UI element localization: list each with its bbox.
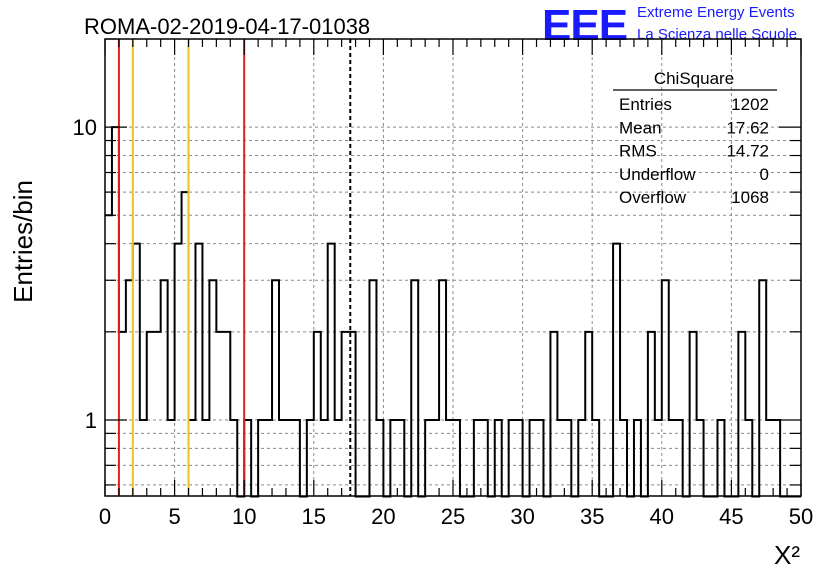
tick-marks [104,38,802,496]
stats-value: 1068 [731,188,769,207]
grid [105,38,801,496]
stats-value: 17.62 [726,118,769,137]
hist-bin [369,280,376,496]
hist-bin [439,280,446,496]
hist-bin [328,244,335,496]
hist-bin [209,280,216,496]
x-tick-labels: 0 5 10 15 20 25 30 35 40 45 50 [99,504,813,529]
hist-bin [105,215,112,496]
eee-logo-line1: Extreme Energy Events [637,4,795,21]
hist-bin [759,280,766,496]
hist-bin [272,280,279,496]
hist-bin [550,332,557,496]
chart-title: ROMA-02-2019-04-17-01038 [84,14,370,39]
y-tick-label: 10 [73,115,97,140]
hist-bin [585,332,592,496]
x-tick-label: 10 [232,504,256,529]
stats-label: Underflow [619,165,696,184]
stats-label: Entries [619,95,672,114]
hist-bin [119,332,126,496]
eee-logo-mark: EEE [542,1,627,50]
hist-bin [662,280,669,496]
hist-bin [216,332,223,496]
y-axis-label: Entries/bin [8,180,38,303]
hist-bin [738,332,745,496]
hist-bin [342,332,349,496]
y-tick-label: 1 [85,408,97,433]
hist-bin [161,280,168,496]
stats-value: 1202 [731,95,769,114]
hist-bin [133,244,140,496]
hist-bin [314,332,321,496]
hist-bin [648,332,655,496]
histogram-outline [105,126,801,498]
hist-bin [195,244,202,496]
x-tick-label: 25 [441,504,465,529]
x-tick-label: 40 [650,504,674,529]
stats-box: ChiSquare Entries 1202 Mean 17.62 RMS 14.72 Un… [613,69,777,207]
hist-bin [690,332,697,496]
x-tick-label: 15 [302,504,326,529]
hist-bin [175,244,182,496]
x-tick-label: 35 [580,504,604,529]
x-tick-label: 30 [510,504,534,529]
stats-title: ChiSquare [654,69,734,88]
x-tick-label: 50 [789,504,813,529]
x-tick-label: 0 [99,504,111,529]
x-tick-label: 5 [168,504,180,529]
hist-bin [126,280,133,496]
stats-label: RMS [619,142,657,161]
stats-value: 0 [760,165,769,184]
hist-bin [182,192,189,496]
hist-bin [223,332,230,496]
hist-bin [613,244,620,496]
stats-label: Mean [619,118,662,137]
hist-bin [147,332,154,496]
stats-label: Overflow [619,188,687,207]
histogram [105,126,801,498]
x-tick-label: 20 [371,504,395,529]
y-tick-labels: 1 10 [73,115,97,433]
x-tick-label: 45 [719,504,743,529]
marker-lines [117,39,352,496]
hist-bin [112,127,119,496]
hist-bin [154,332,161,496]
x-axis-label: X² [774,540,800,570]
stats-value: 14.72 [726,142,769,161]
hist-bin [411,280,418,496]
